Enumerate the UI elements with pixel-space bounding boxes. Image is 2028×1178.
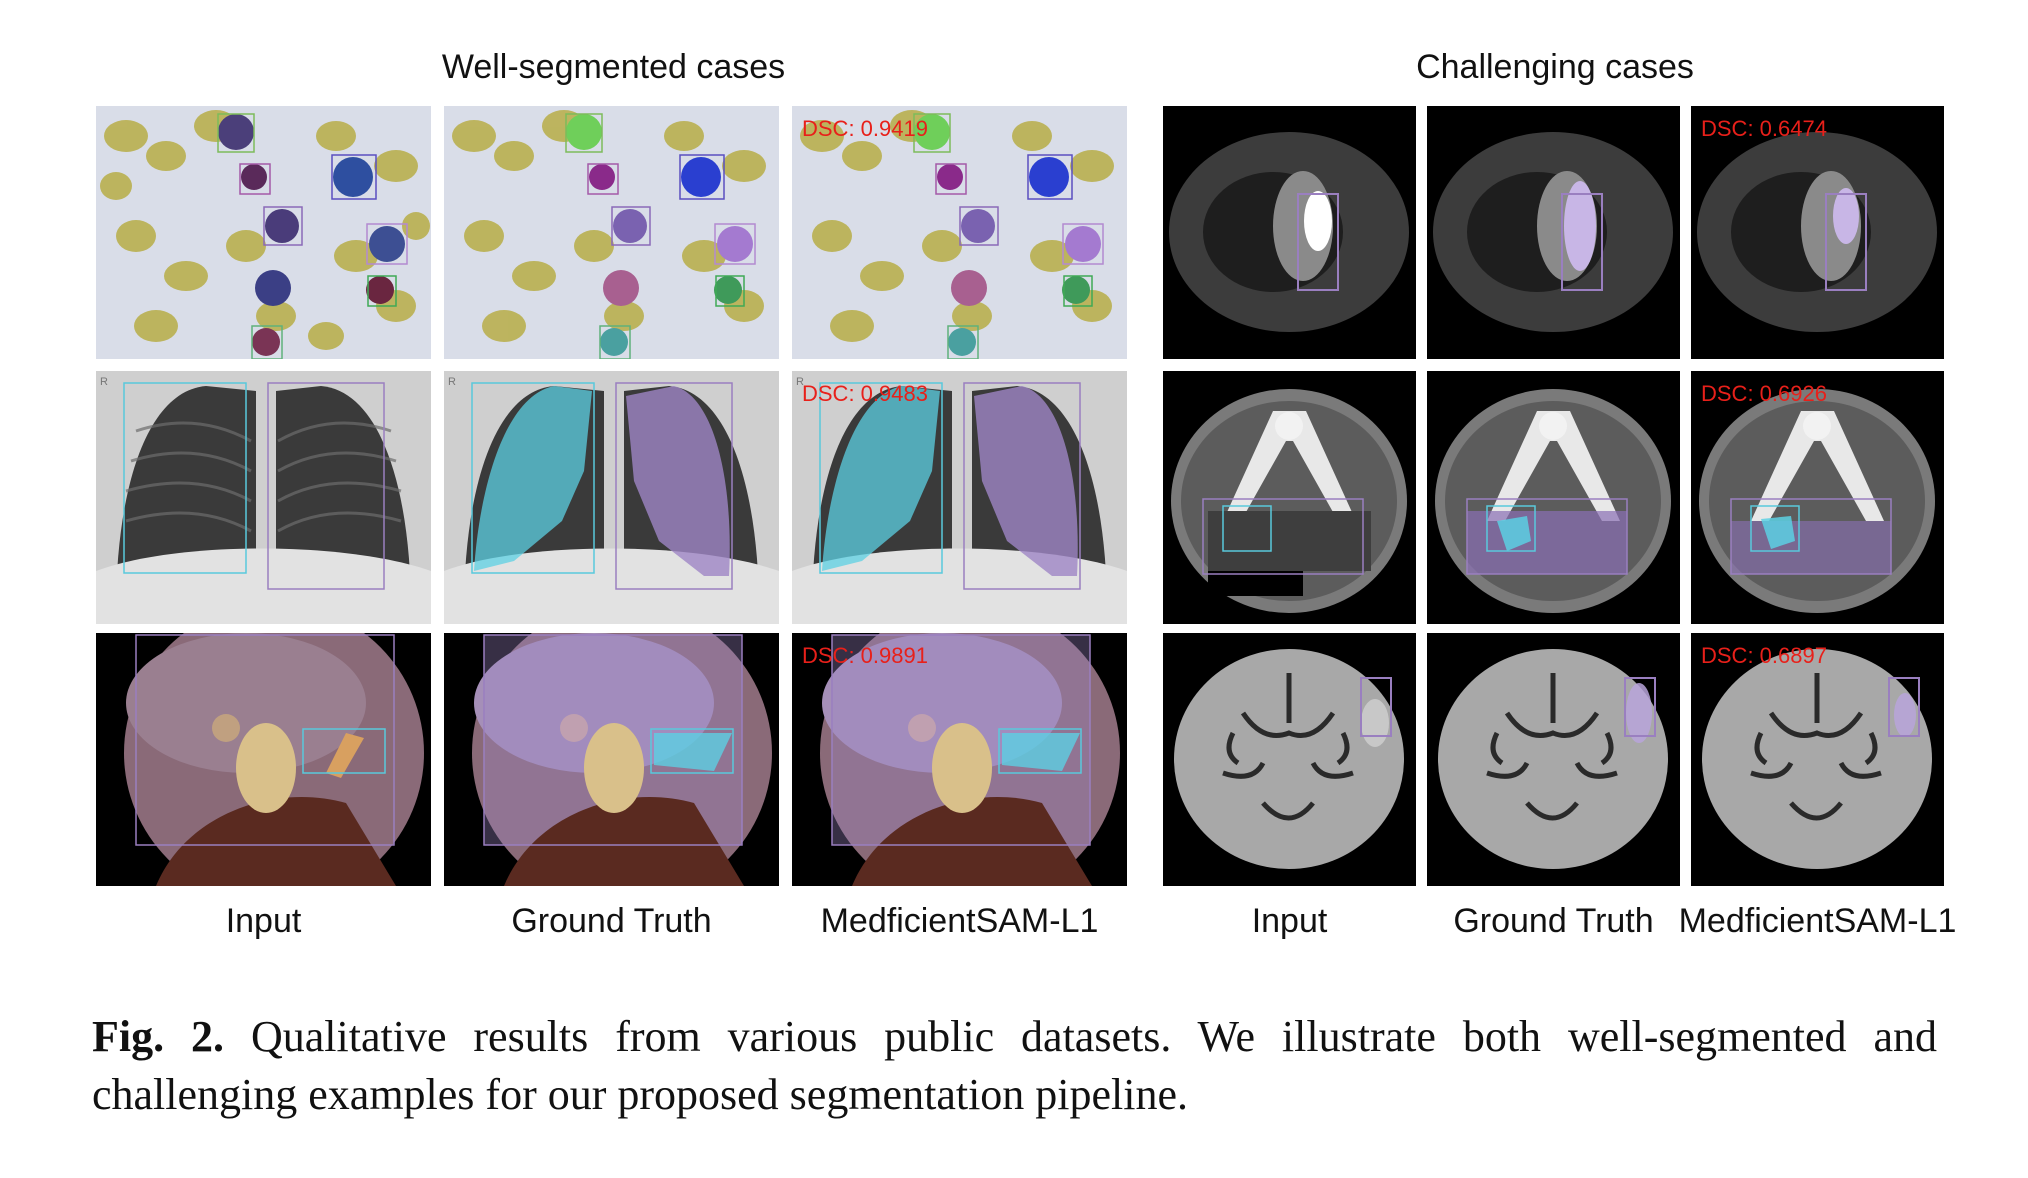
figure-label: Fig. 2. xyxy=(92,1012,225,1061)
column-label-prediction: MedficientSAM-L1 xyxy=(820,902,1099,940)
dsc-score: DSC: 0.9419 xyxy=(802,116,928,141)
challenging-title: Challenging cases xyxy=(1416,48,1694,86)
cytology-ground-truth xyxy=(444,106,779,359)
dsc-score: DSC: 0.9891 xyxy=(802,643,928,668)
svg-text:R: R xyxy=(796,376,804,388)
well-segmented-title: Well-segmented cases xyxy=(441,48,786,86)
ct-input xyxy=(1163,371,1416,624)
pet-prediction: DSC: 0.6474 xyxy=(1691,106,1944,359)
xray-ground-truth: R xyxy=(444,371,779,624)
xray-input: R xyxy=(96,371,431,624)
column-label-ground-truth: Ground Truth xyxy=(1453,902,1654,940)
cytology-input xyxy=(96,106,431,359)
endoscopy-input xyxy=(96,633,431,886)
ct-prediction: DSC: 0.6926 xyxy=(1691,371,1944,624)
pet-ground-truth xyxy=(1427,106,1680,359)
ct-ground-truth xyxy=(1427,371,1680,624)
mri-input xyxy=(1163,633,1416,886)
endoscopy-ground-truth xyxy=(444,633,779,886)
figure-caption: Fig. 2. Qualitative results from various… xyxy=(92,1008,1937,1124)
mri-prediction: DSC: 0.6897 xyxy=(1691,633,1944,886)
mri-ground-truth xyxy=(1427,633,1680,886)
endoscopy-prediction: DSC: 0.9891 xyxy=(792,633,1127,886)
column-label-input: Input xyxy=(225,902,302,940)
dsc-score: DSC: 0.6474 xyxy=(1701,116,1827,141)
column-label-input: Input xyxy=(1251,902,1328,940)
pet-input xyxy=(1163,106,1416,359)
dsc-score: DSC: 0.6926 xyxy=(1701,381,1827,406)
cytology-prediction: DSC: 0.9419 xyxy=(792,106,1127,359)
dsc-score: DSC: 0.6897 xyxy=(1701,643,1827,668)
svg-text:R: R xyxy=(100,376,108,388)
caption-text: Qualitative results from various public … xyxy=(92,1012,1938,1119)
column-label-prediction: MedficientSAM-L1 xyxy=(1678,902,1957,940)
xray-prediction: R DSC: 0.9483 xyxy=(792,371,1127,624)
column-label-ground-truth: Ground Truth xyxy=(511,902,712,940)
dsc-score: DSC: 0.9483 xyxy=(802,381,928,406)
svg-text:R: R xyxy=(448,376,456,388)
